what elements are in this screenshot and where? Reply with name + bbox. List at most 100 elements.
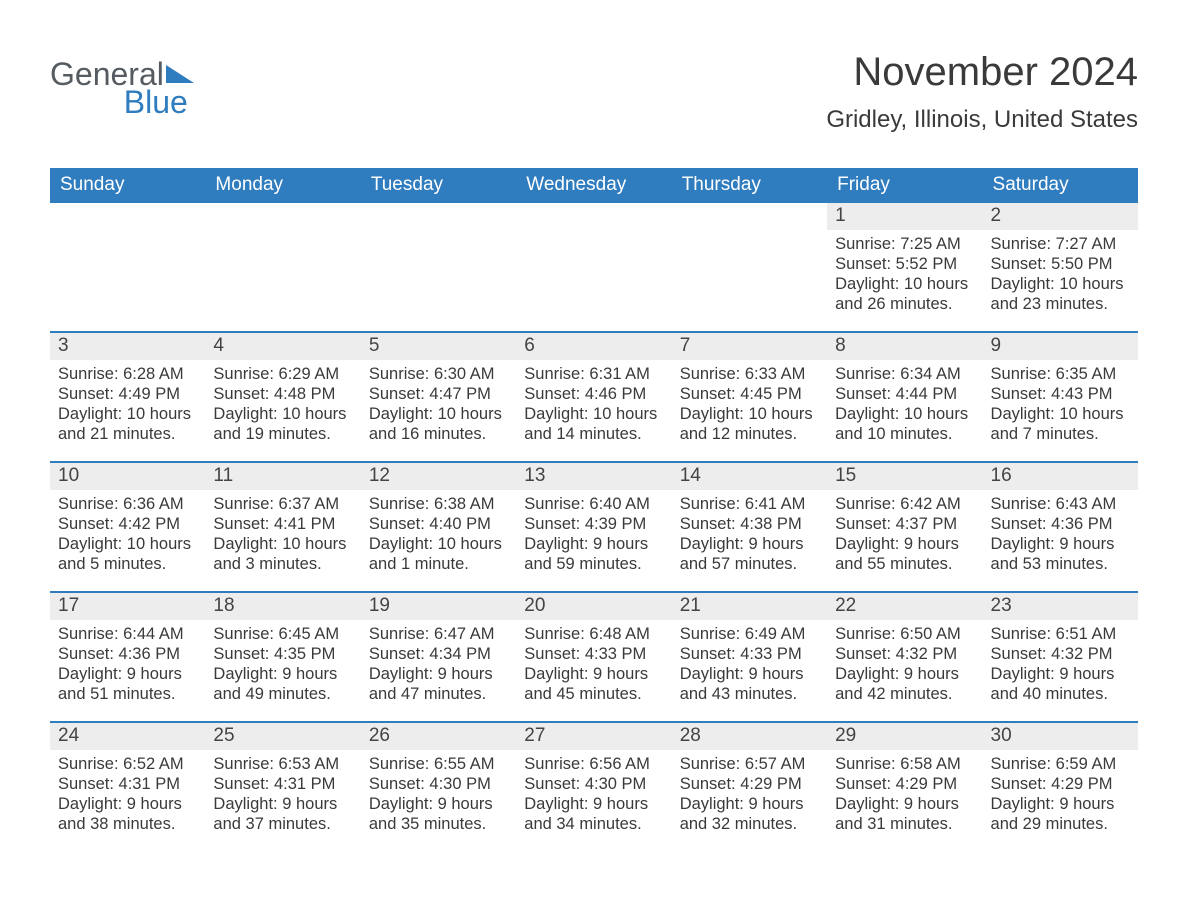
value: 6:45 AM: [279, 625, 340, 643]
daylight-line1: Daylight: 9 hours: [680, 794, 819, 814]
brand-part2: Blue: [124, 84, 188, 120]
daylight-line2: and 26 minutes.: [835, 294, 974, 314]
calendar-day: 23Sunrise: 6:51 AMSunset: 4:32 PMDayligh…: [983, 593, 1138, 721]
value: 6:50 AM: [900, 625, 961, 643]
sunset-line: Sunset: 4:36 PM: [991, 514, 1130, 534]
value: and 37 minutes.: [213, 815, 330, 833]
day-info: Sunrise: 6:33 AMSunset: 4:45 PMDaylight:…: [672, 360, 827, 445]
sunrise-line: Sunrise: 6:30 AM: [369, 364, 508, 384]
label: Sunset:: [524, 775, 585, 793]
label: Daylight:: [369, 535, 438, 553]
logo-triangle-icon: [166, 65, 194, 83]
label: Sunset:: [680, 775, 741, 793]
sunset-line: Sunset: 4:45 PM: [680, 384, 819, 404]
sunrise-line: Sunrise: 6:48 AM: [524, 624, 663, 644]
day-number: 21: [672, 593, 827, 620]
value: 6:34 AM: [900, 365, 961, 383]
value: and 43 minutes.: [680, 685, 797, 703]
label: Daylight:: [524, 535, 593, 553]
calendar-week: 1Sunrise: 7:25 AMSunset: 5:52 PMDaylight…: [50, 203, 1138, 331]
daylight-line2: and 49 minutes.: [213, 684, 352, 704]
weekday-header: Tuesday: [361, 168, 516, 203]
day-info: Sunrise: 6:51 AMSunset: 4:32 PMDaylight:…: [983, 620, 1138, 705]
label: Sunrise:: [991, 625, 1056, 643]
value: 9 hours: [748, 795, 803, 813]
day-number: 4: [205, 333, 360, 360]
sunset-line: Sunset: 4:30 PM: [369, 774, 508, 794]
calendar-day: 28Sunrise: 6:57 AMSunset: 4:29 PMDayligh…: [672, 723, 827, 851]
sunrise-line: Sunrise: 6:28 AM: [58, 364, 197, 384]
daylight-line1: Daylight: 9 hours: [369, 664, 508, 684]
daylight-line2: and 45 minutes.: [524, 684, 663, 704]
sunrise-line: Sunrise: 6:57 AM: [680, 754, 819, 774]
label: Sunset:: [991, 515, 1052, 533]
day-info: Sunrise: 6:37 AMSunset: 4:41 PMDaylight:…: [205, 490, 360, 575]
value: and 42 minutes.: [835, 685, 952, 703]
value: 5:52 PM: [896, 255, 957, 273]
label: Daylight:: [524, 405, 593, 423]
label: Daylight:: [835, 535, 904, 553]
daylight-line1: Daylight: 10 hours: [58, 404, 197, 424]
value: 4:44 PM: [896, 385, 957, 403]
calendar-day: 17Sunrise: 6:44 AMSunset: 4:36 PMDayligh…: [50, 593, 205, 721]
label: Sunrise:: [680, 495, 745, 513]
value: 6:59 AM: [1056, 755, 1117, 773]
sunrise-line: Sunrise: 6:42 AM: [835, 494, 974, 514]
calendar-day: 21Sunrise: 6:49 AMSunset: 4:33 PMDayligh…: [672, 593, 827, 721]
label: Daylight:: [680, 535, 749, 553]
daylight-line1: Daylight: 9 hours: [835, 794, 974, 814]
label: Sunset:: [991, 775, 1052, 793]
label: Sunrise:: [524, 755, 589, 773]
sunset-line: Sunset: 4:47 PM: [369, 384, 508, 404]
weekday-header: Thursday: [672, 168, 827, 203]
calendar-day: 7Sunrise: 6:33 AMSunset: 4:45 PMDaylight…: [672, 333, 827, 461]
day-info: Sunrise: 6:35 AMSunset: 4:43 PMDaylight:…: [983, 360, 1138, 445]
label: Sunset:: [369, 385, 430, 403]
day-number: 6: [516, 333, 671, 360]
daylight-line1: Daylight: 10 hours: [369, 404, 508, 424]
label: Daylight:: [213, 405, 282, 423]
value: 4:29 PM: [896, 775, 957, 793]
weekday-header: Friday: [827, 168, 982, 203]
value: 7:25 AM: [900, 235, 961, 253]
daylight-line2: and 37 minutes.: [213, 814, 352, 834]
day-info: Sunrise: 6:55 AMSunset: 4:30 PMDaylight:…: [361, 750, 516, 835]
calendar-day: [361, 203, 516, 331]
value: 10 hours: [127, 405, 191, 423]
sunset-line: Sunset: 4:40 PM: [369, 514, 508, 534]
sunset-line: Sunset: 4:48 PM: [213, 384, 352, 404]
label: Daylight:: [835, 275, 904, 293]
label: Sunset:: [991, 255, 1052, 273]
calendar-day: 1Sunrise: 7:25 AMSunset: 5:52 PMDaylight…: [827, 203, 982, 331]
calendar-day: 20Sunrise: 6:48 AMSunset: 4:33 PMDayligh…: [516, 593, 671, 721]
value: 9 hours: [1059, 535, 1114, 553]
calendar-day: 15Sunrise: 6:42 AMSunset: 4:37 PMDayligh…: [827, 463, 982, 591]
value: and 45 minutes.: [524, 685, 641, 703]
calendar-week: 3Sunrise: 6:28 AMSunset: 4:49 PMDaylight…: [50, 331, 1138, 461]
weekday-header: Saturday: [983, 168, 1138, 203]
sunrise-line: Sunrise: 6:41 AM: [680, 494, 819, 514]
value: 4:34 PM: [429, 645, 490, 663]
value: and 29 minutes.: [991, 815, 1108, 833]
value: 4:31 PM: [274, 775, 335, 793]
day-number: 7: [672, 333, 827, 360]
value: 6:31 AM: [589, 365, 650, 383]
calendar-day: 3Sunrise: 6:28 AMSunset: 4:49 PMDaylight…: [50, 333, 205, 461]
day-number: 30: [983, 723, 1138, 750]
page-header: General Blue November 2024 Gridley, Illi…: [50, 50, 1138, 150]
value: 6:51 AM: [1056, 625, 1117, 643]
day-number: 23: [983, 593, 1138, 620]
daylight-line1: Daylight: 9 hours: [991, 664, 1130, 684]
value: 7:27 AM: [1056, 235, 1117, 253]
value: and 1 minute.: [369, 555, 469, 573]
value: 6:44 AM: [123, 625, 184, 643]
day-number: 5: [361, 333, 516, 360]
label: Daylight:: [524, 795, 593, 813]
day-number: 16: [983, 463, 1138, 490]
daylight-line2: and 3 minutes.: [213, 554, 352, 574]
value: 6:53 AM: [279, 755, 340, 773]
value: 6:49 AM: [745, 625, 806, 643]
value: 4:36 PM: [119, 645, 180, 663]
label: Sunrise:: [835, 755, 900, 773]
value: and 35 minutes.: [369, 815, 486, 833]
